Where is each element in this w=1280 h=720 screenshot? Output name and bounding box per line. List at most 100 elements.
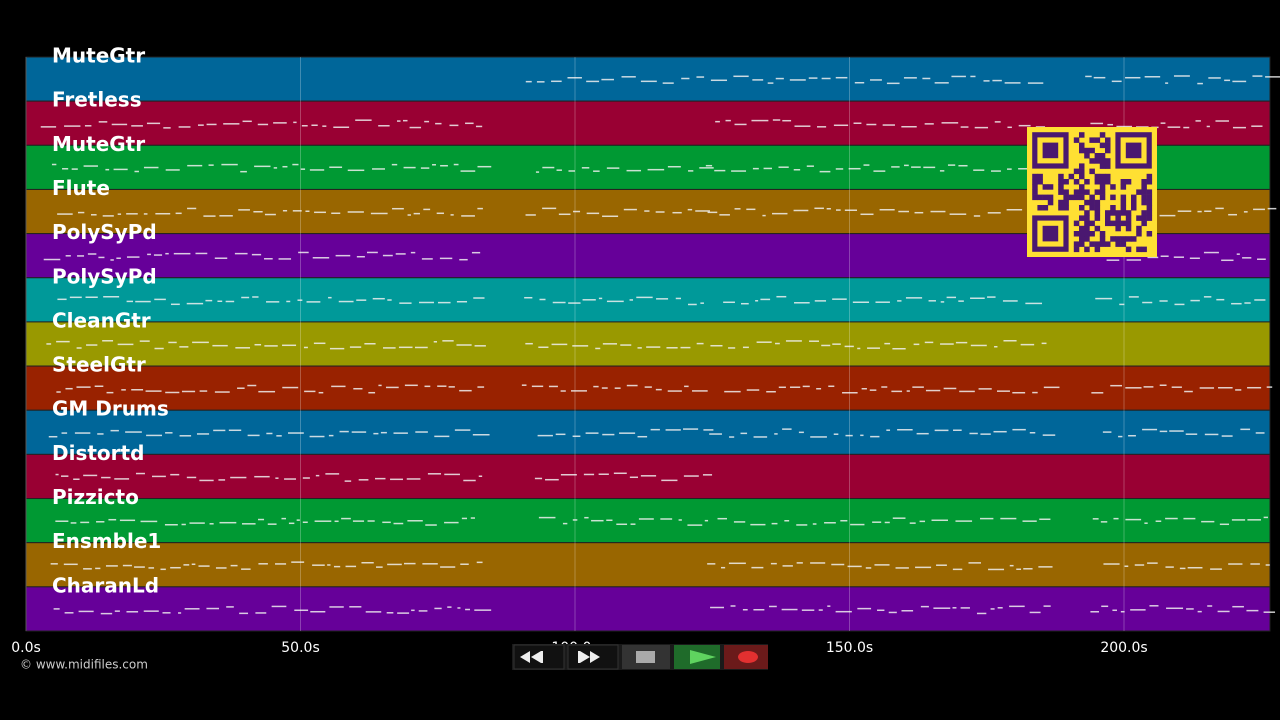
note	[655, 211, 665, 213]
note	[457, 607, 461, 609]
qr-cell	[1079, 236, 1085, 242]
note	[65, 255, 71, 257]
note	[181, 523, 186, 526]
note	[831, 563, 845, 566]
note	[83, 568, 92, 570]
note	[558, 213, 571, 216]
track-name: Flute	[52, 176, 110, 200]
note	[1023, 568, 1033, 570]
note	[844, 345, 854, 348]
note	[155, 212, 171, 215]
qr-cell	[1105, 137, 1111, 143]
record-button[interactable]	[724, 645, 768, 669]
qr-cell	[1079, 168, 1085, 175]
note	[435, 122, 442, 125]
note	[131, 389, 144, 391]
note	[1246, 609, 1259, 612]
note	[206, 607, 220, 610]
note	[997, 607, 1003, 609]
qr-cell	[1084, 199, 1090, 206]
note	[1090, 611, 1099, 613]
note	[567, 77, 582, 79]
note	[1159, 430, 1168, 433]
note	[50, 563, 58, 565]
note	[1216, 298, 1225, 301]
note	[847, 565, 862, 568]
note	[301, 125, 308, 127]
track-name: PolySyPd	[52, 220, 157, 244]
note	[282, 209, 288, 212]
note	[586, 80, 600, 83]
note	[191, 563, 196, 566]
qr-cell	[1131, 205, 1137, 211]
note	[74, 432, 91, 434]
note	[1006, 208, 1023, 211]
note	[145, 390, 162, 392]
stop-button[interactable]	[622, 645, 670, 669]
note	[524, 296, 533, 299]
qr-cell	[1058, 184, 1064, 190]
note	[139, 340, 150, 342]
qr-cell	[1037, 179, 1043, 185]
note	[832, 298, 847, 300]
note	[175, 212, 182, 215]
note	[892, 517, 906, 519]
note	[1204, 210, 1212, 212]
note	[903, 77, 917, 79]
note	[755, 300, 759, 302]
note	[322, 125, 327, 127]
qr-cell	[1058, 199, 1064, 206]
note	[581, 167, 590, 169]
qr-cell	[1141, 199, 1147, 206]
qr-finder	[1042, 225, 1059, 242]
qr-cell	[1084, 215, 1090, 221]
note	[897, 300, 902, 302]
note	[234, 252, 248, 255]
note	[923, 166, 936, 169]
qr-cell	[1079, 142, 1085, 149]
note	[591, 519, 604, 522]
note	[347, 169, 365, 172]
note	[904, 164, 909, 167]
note	[178, 612, 182, 614]
note	[114, 478, 130, 480]
note	[753, 608, 765, 611]
note	[242, 120, 252, 123]
note	[774, 433, 778, 435]
note	[637, 435, 648, 438]
note	[444, 473, 460, 476]
note	[1128, 296, 1139, 298]
note	[638, 518, 654, 520]
note	[116, 257, 121, 259]
track-lane	[25, 542, 1271, 588]
credit: © www.midifiles.com	[20, 658, 148, 672]
note	[1155, 520, 1162, 522]
note	[947, 164, 956, 166]
qr-cell	[1115, 236, 1121, 242]
play-button[interactable]	[674, 645, 720, 669]
note	[1020, 343, 1035, 346]
note	[531, 385, 544, 388]
forward-button[interactable]	[567, 644, 619, 670]
note	[1093, 76, 1106, 79]
note	[539, 298, 546, 301]
qr-cell	[1089, 147, 1095, 154]
note	[1179, 567, 1186, 570]
note	[179, 346, 189, 348]
note	[266, 432, 273, 435]
qr-finder	[1032, 215, 1069, 252]
rewind-button[interactable]	[513, 644, 565, 670]
note	[537, 434, 553, 437]
note	[160, 568, 166, 571]
note	[601, 78, 614, 81]
note	[196, 433, 210, 435]
qr-cell	[1141, 246, 1147, 253]
note	[626, 169, 642, 172]
note	[378, 125, 390, 127]
note	[393, 522, 404, 525]
note	[80, 521, 90, 524]
note	[1110, 384, 1123, 387]
note	[640, 475, 657, 477]
qr-cell	[1089, 158, 1095, 164]
note	[456, 300, 468, 303]
